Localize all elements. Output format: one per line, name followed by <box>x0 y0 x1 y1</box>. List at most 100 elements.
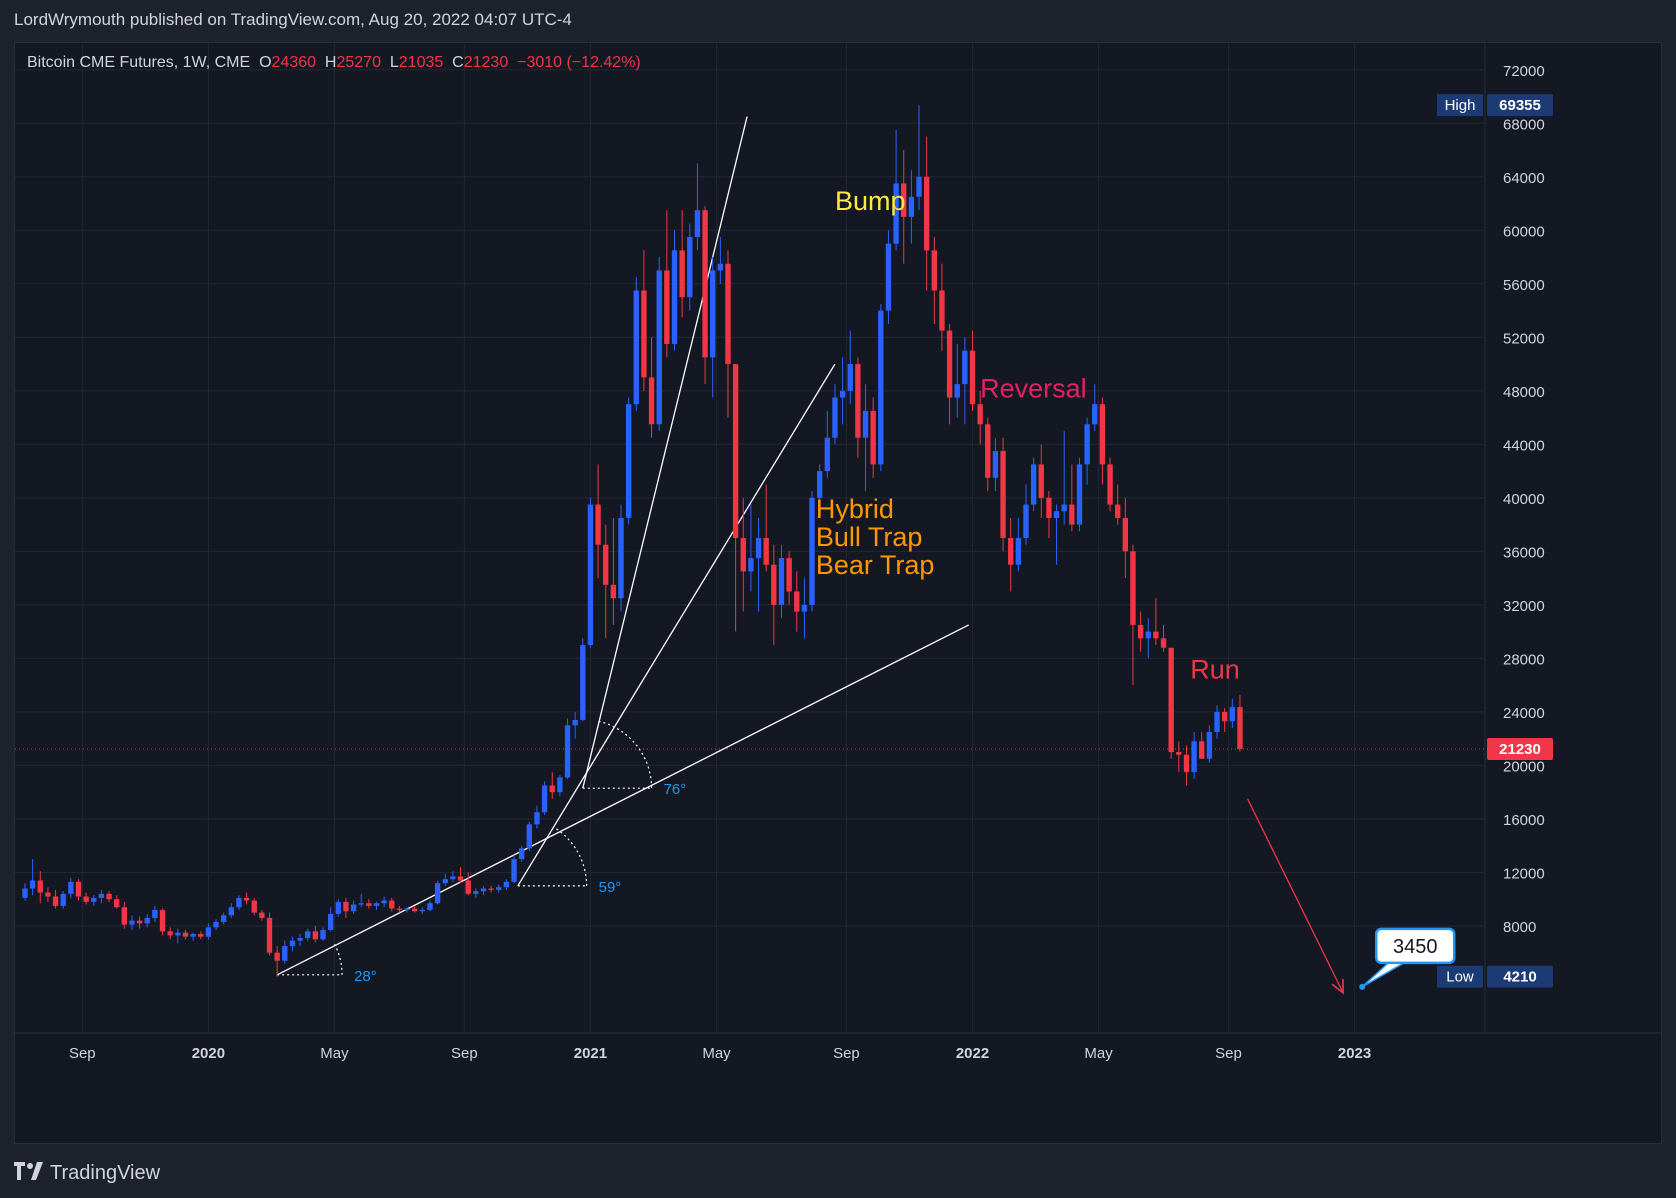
chart-annotation: Bull Trap <box>816 522 923 552</box>
trend-line <box>582 116 748 789</box>
footer-brand[interactable]: TradingView <box>14 1160 160 1186</box>
time-tick-label: 2023 <box>1338 1045 1371 1062</box>
candle-body <box>381 900 387 904</box>
candle <box>1053 504 1060 565</box>
arrow-head <box>1331 978 1344 995</box>
candle <box>320 927 326 941</box>
candle-body <box>404 908 410 910</box>
chart-frame[interactable]: 28° 59° 76° Bump Reversal Hybrid Bull Trap Bea… <box>14 42 1662 1144</box>
candle <box>1084 417 1090 485</box>
price-tick-label: 64000 <box>1503 170 1545 187</box>
candle-body <box>1168 647 1174 753</box>
candle-body <box>648 377 655 425</box>
candle-body <box>297 938 303 941</box>
candle-body <box>587 504 594 646</box>
candle-body <box>1046 497 1052 518</box>
time-tick-label: 2021 <box>574 1045 607 1062</box>
candle <box>916 105 922 211</box>
candle-body <box>167 931 173 936</box>
candle <box>1137 611 1144 652</box>
candle <box>1122 497 1129 579</box>
candle-body <box>190 934 196 937</box>
price-tick-label: 40000 <box>1503 491 1545 508</box>
candle <box>366 899 372 909</box>
candle <box>1183 745 1190 786</box>
candle-body <box>992 451 999 478</box>
candle-body <box>52 896 59 906</box>
candle <box>954 344 960 418</box>
candle <box>1199 731 1205 759</box>
candle <box>213 919 219 930</box>
candle <box>129 915 135 930</box>
candle <box>1076 457 1083 532</box>
candle <box>977 390 983 445</box>
price-tags: High 69355 21230 Low 4210 <box>1437 94 1553 988</box>
candle <box>992 437 999 492</box>
price-tick-label: 32000 <box>1503 598 1545 615</box>
price-tag-label-bg <box>1437 965 1483 988</box>
price-tick-label: 24000 <box>1503 705 1545 722</box>
angle-arc <box>333 944 343 975</box>
candle <box>901 150 907 264</box>
candle <box>45 887 51 902</box>
candle <box>205 923 212 940</box>
candle-body <box>366 903 372 906</box>
candle <box>572 711 578 739</box>
candle <box>985 417 991 492</box>
candle-body <box>243 897 250 901</box>
candle-body <box>778 558 785 605</box>
candle-body <box>83 896 89 902</box>
candle <box>534 805 540 829</box>
candle-body <box>144 917 150 924</box>
candle <box>121 901 128 929</box>
candle-body <box>91 897 97 902</box>
candle <box>442 873 448 886</box>
candle-body <box>564 725 571 778</box>
ohlc-legend: Bitcoin CME Futures, 1W, CME O24360 H252… <box>27 54 641 71</box>
candle <box>595 464 601 579</box>
candle-body <box>1160 638 1167 648</box>
legend-o-value: 24360 <box>272 54 325 71</box>
candle <box>381 896 387 908</box>
candle-body <box>664 270 670 345</box>
price-tick-label: 56000 <box>1503 277 1545 294</box>
candle <box>580 638 586 722</box>
candle <box>190 932 196 941</box>
candle-body <box>985 424 991 478</box>
candle-body <box>1030 464 1037 505</box>
candle-body <box>610 584 617 599</box>
candle <box>862 384 869 492</box>
candle-body <box>60 893 66 906</box>
candle-body <box>412 908 418 912</box>
candle-body <box>694 210 701 237</box>
candle <box>633 277 639 411</box>
candle-body <box>1092 404 1098 425</box>
time-tick-label: 2020 <box>192 1045 225 1062</box>
candle-body <box>236 897 242 908</box>
candle <box>1038 444 1044 518</box>
trend-lines <box>276 116 1344 995</box>
candle <box>1221 707 1228 732</box>
price-tick-label: 28000 <box>1503 651 1545 668</box>
candle <box>175 928 181 944</box>
time-tick-label: Sep <box>833 1045 860 1062</box>
candle-body <box>595 504 601 545</box>
angle-label: 28° <box>354 968 377 985</box>
candle-body <box>580 645 586 720</box>
candle-body <box>396 908 403 910</box>
candle <box>37 871 43 904</box>
candle <box>373 901 380 910</box>
candle-body <box>350 904 357 912</box>
candle-body <box>625 404 632 518</box>
trend-line <box>517 363 836 887</box>
candle <box>496 884 502 893</box>
candle <box>83 892 89 905</box>
candle <box>282 940 288 964</box>
candle-body <box>251 900 257 913</box>
candle <box>641 250 647 391</box>
candle <box>763 484 769 572</box>
candle <box>748 504 754 592</box>
candle <box>946 323 953 425</box>
candle <box>893 129 899 251</box>
